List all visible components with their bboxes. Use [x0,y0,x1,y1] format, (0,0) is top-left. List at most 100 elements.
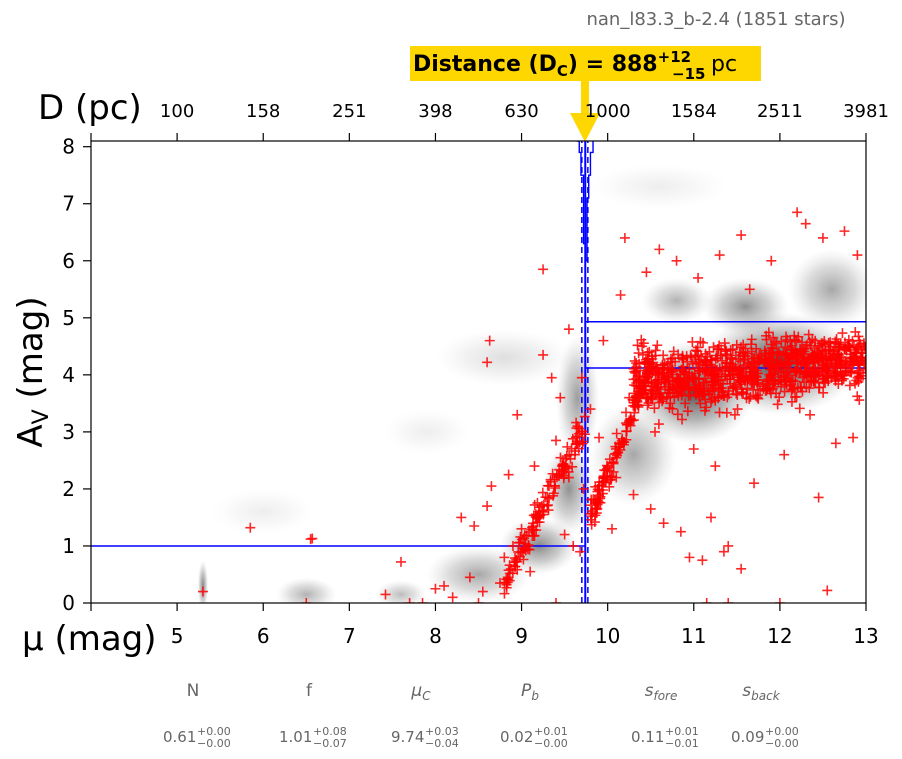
mu-c-posterior-histogram [576,141,594,262]
star-point [855,357,866,368]
star-point [469,521,480,531]
star-point [752,358,763,369]
star-point [681,372,692,383]
star-point [774,598,785,603]
star-point [801,340,812,351]
star-point [642,400,653,411]
param-err-minus: −0.00 [534,737,568,750]
star-point [809,348,820,359]
star-point [534,502,545,513]
star-point [654,244,665,255]
star-point [555,392,566,403]
x-tick-label: 10 [595,624,620,648]
star-point [665,398,676,409]
param-name: N [187,681,200,701]
star-point [723,540,734,551]
star-point [646,380,657,391]
y-axis-title-sub: V [29,409,54,424]
star-point [559,529,570,540]
param-err-minus: −0.00 [765,737,799,750]
star-point [706,396,717,407]
star-point [606,523,617,534]
y-tick-label: 4 [62,363,75,387]
star-point [768,332,779,343]
density-blob [276,577,337,603]
star-point [833,339,844,350]
star-point [417,598,428,603]
density-blob [788,249,866,330]
star-point [831,351,842,362]
star-point [723,385,734,396]
x-tick-label: 12 [767,624,792,648]
star-point [629,388,640,399]
plot-frame [90,140,867,604]
star-point [597,488,608,499]
star-point [761,356,772,367]
star-point [852,250,863,261]
star-point [817,232,828,243]
star-point [579,411,590,422]
star-point [477,586,488,597]
star-point [555,452,566,463]
star-point [816,338,827,349]
density-blob [642,277,711,324]
star-point [787,384,798,395]
banner-err-minus: −15 [672,65,705,83]
star-point [301,598,312,603]
param-err-plus: +0.08 [313,725,347,738]
star-point [677,414,688,425]
y-tick-label: 1 [62,534,75,558]
star-point [727,369,738,380]
star-point [551,470,562,481]
star-point [641,267,652,278]
star-point [507,540,518,551]
star-point [624,392,635,403]
x-tick-label: 5 [171,624,184,648]
star-point [714,384,725,395]
star-point [513,546,524,557]
star-point [701,598,712,603]
y-axis-title-main: A [11,424,51,447]
star-point [628,415,639,426]
star-point [801,358,812,369]
star-point [766,361,777,372]
param-name-main: P [521,681,532,701]
star-point [380,589,391,600]
star-point [637,349,648,360]
star-point [658,350,669,361]
star-point [643,398,654,409]
star-point [551,598,561,603]
density-blob [383,409,470,455]
star-point [529,461,540,472]
star-point [768,367,779,378]
star-point [567,461,578,472]
star-point [740,343,751,354]
star-point [650,426,661,437]
star-point [633,348,644,359]
param-name-sub: fore [653,689,677,703]
top-tick-label: 1000 [585,101,631,122]
star-point [628,363,639,374]
star-point [738,387,749,398]
banner-eq: ) = [568,52,612,77]
star-point [805,409,816,420]
star-point [694,354,705,365]
star-point [658,518,669,529]
star-point [839,370,850,381]
star-point [830,371,841,382]
star-point [542,492,553,503]
star-point [712,343,723,354]
star-point [825,354,836,365]
star-point [576,372,587,383]
star-point [688,444,699,454]
star-point [831,334,842,345]
star-point [797,345,808,356]
star-point [814,382,825,393]
star-point [396,556,406,567]
star-point [673,390,684,401]
param-name: Pb [521,681,539,703]
star-point [806,376,817,387]
star-point [757,381,768,392]
star-point [548,490,559,501]
banner-sub: C [557,62,568,80]
